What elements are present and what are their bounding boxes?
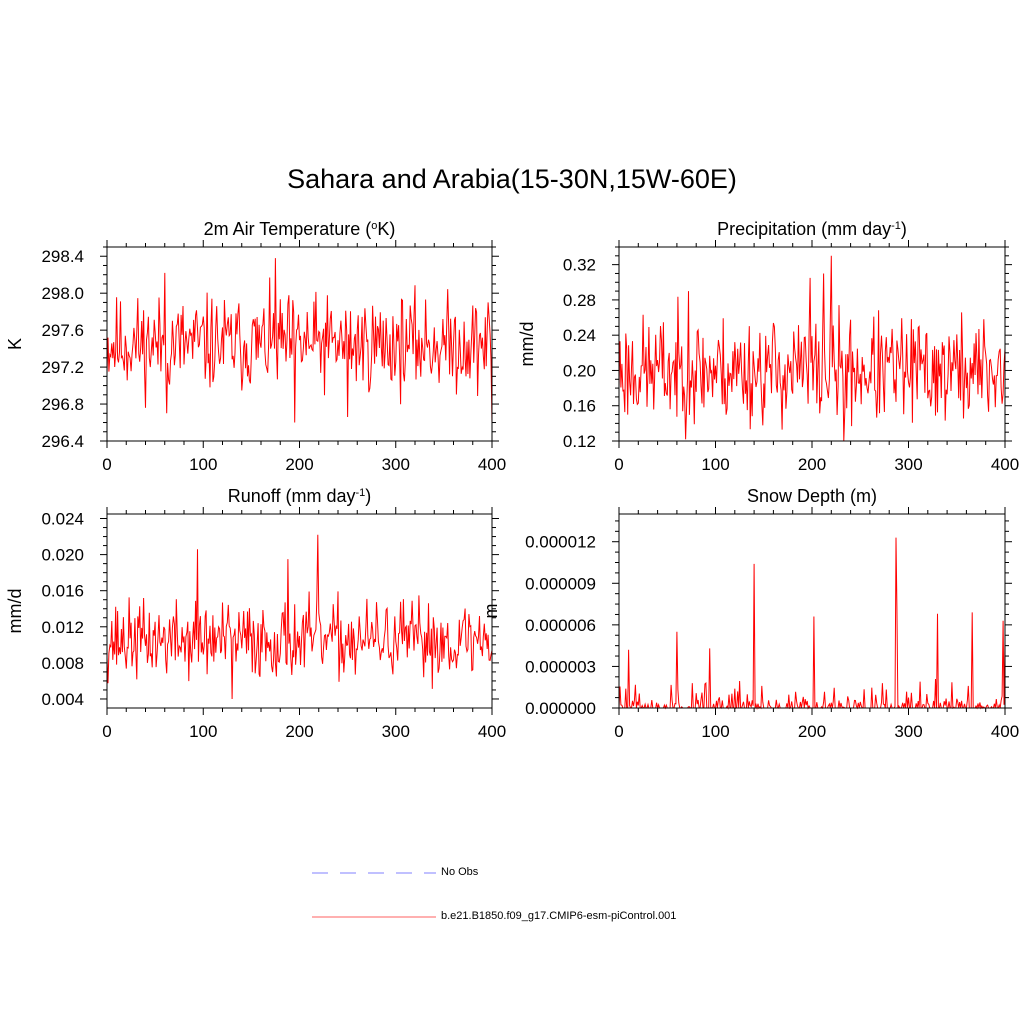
y-tick-label: 0.012 [41, 618, 84, 637]
panel-3: 0 100 200 300 400 0.004 0.008 0.012 0.016 0.020 0.… [5, 486, 506, 741]
y-tick-label: 0.020 [41, 546, 84, 565]
y-tick-label: 0.24 [563, 326, 596, 345]
x-tick-label: 400 [478, 455, 506, 474]
y-axis-label: mm/d [5, 589, 25, 634]
y-tick-label: 298.0 [41, 284, 84, 303]
y-axis-label: m [481, 604, 501, 619]
x-tick-label: 200 [285, 722, 313, 741]
x-tick-label: 400 [478, 722, 506, 741]
y-tick-label: 0.008 [41, 654, 84, 673]
x-tick-label: 0 [102, 722, 111, 741]
x-tick-label: 300 [382, 455, 410, 474]
y-tick-label: 0.000006 [525, 616, 596, 635]
y-tick-label: 0.000012 [525, 533, 596, 552]
y-tick-label: 0.28 [563, 291, 596, 310]
y-tick-label: 0.000009 [525, 574, 596, 593]
y-tick-label: 0.024 [41, 510, 84, 529]
x-tick-label: 0 [614, 722, 623, 741]
x-tick-label: 100 [189, 722, 217, 741]
y-tick-label: 0.000000 [525, 699, 596, 718]
panel-1: 0 100 200 300 400 296.4 296.8 297.2 297.6 298.0 29… [5, 219, 506, 474]
x-tick-label: 300 [382, 722, 410, 741]
y-tick-label: 0.000003 [525, 657, 596, 676]
y-tick-label: 0.32 [563, 256, 596, 275]
series-line [618, 255, 1006, 442]
legend-label: b.e21.B1850.f09_g17.CMIP6-esm-piControl.… [441, 910, 677, 922]
plot-frame [106, 513, 493, 709]
y-axis-label: K [5, 338, 25, 350]
panel-title: 2m Air Temperature (oK) [204, 219, 396, 239]
series-line [106, 534, 493, 700]
plot-frame [618, 513, 1006, 709]
y-tick-label: 298.4 [41, 247, 84, 266]
x-tick-label: 400 [991, 455, 1019, 474]
y-tick-label: 297.2 [41, 358, 84, 377]
panel-title: Snow Depth (m) [747, 486, 877, 506]
panel-title: Precipitation (mm day-1) [717, 219, 907, 239]
y-tick-label: 0.004 [41, 690, 84, 709]
y-tick-label: 297.6 [41, 321, 84, 340]
panel-4: 0 100 200 300 400 0.000000 0.000003 0.000006 0.0… [481, 486, 1019, 741]
panel-2: 0 100 200 300 400 0.12 0.16 0.20 0.24 0.28 0.32 Pre… [517, 219, 1019, 474]
x-tick-label: 100 [701, 722, 729, 741]
x-tick-label: 200 [798, 455, 826, 474]
y-tick-label: 0.20 [563, 361, 596, 380]
legend-label: No Obs [441, 866, 479, 878]
x-tick-label: 100 [189, 455, 217, 474]
x-tick-label: 0 [614, 455, 623, 474]
figure-title: Sahara and Arabia(15-30N,15W-60E) [287, 164, 737, 194]
x-tick-label: 200 [798, 722, 826, 741]
y-tick-label: 296.8 [41, 395, 84, 414]
x-tick-label: 300 [894, 722, 922, 741]
x-tick-label: 200 [285, 455, 313, 474]
y-tick-label: 0.16 [563, 397, 596, 416]
y-axis-label: mm/d [517, 322, 537, 367]
series-line [106, 258, 493, 425]
x-tick-label: 0 [102, 455, 111, 474]
x-tick-label: 300 [894, 455, 922, 474]
y-tick-label: 0.12 [563, 432, 596, 451]
y-tick-label: 0.016 [41, 582, 84, 601]
panel-title: Runoff (mm day-1) [228, 486, 372, 506]
y-tick-label: 296.4 [41, 432, 84, 451]
series-line [618, 537, 1006, 710]
x-tick-label: 400 [991, 722, 1019, 741]
x-tick-label: 100 [701, 455, 729, 474]
